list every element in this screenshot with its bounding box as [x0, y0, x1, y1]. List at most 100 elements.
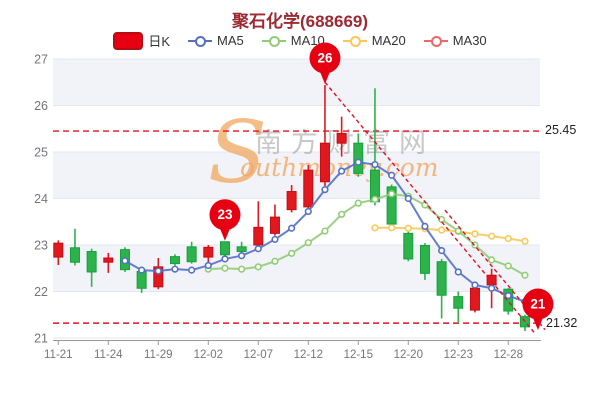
ma10-marker [488, 256, 496, 264]
candle-12-02 [203, 246, 214, 258]
pin-balloon [209, 199, 241, 231]
pin-balloon [522, 288, 554, 320]
candle-12-14 [336, 132, 347, 144]
candle-12-12 [303, 169, 314, 208]
watermark-s: S [208, 103, 267, 203]
candle-11-21 [53, 242, 64, 258]
y-axis-label: 21 [34, 332, 48, 346]
ma10-marker [321, 227, 329, 235]
ma20-marker [438, 226, 446, 234]
x-axis-label: 11-21 [44, 349, 73, 361]
watermark-en: outhmoney.com [240, 153, 438, 182]
legend-item-label: MA5 [217, 33, 244, 48]
pin-balloon [309, 42, 341, 74]
candle-12-23 [453, 296, 464, 309]
candle-12-08 [269, 216, 280, 234]
ma5-marker [254, 245, 262, 253]
trendline-1 [324, 81, 536, 334]
ma10-marker [271, 257, 279, 265]
y-axis-label: 25 [34, 146, 48, 160]
candle-11-29 [153, 266, 164, 288]
ma10-marker [521, 271, 529, 279]
candle-swatch-icon [113, 31, 144, 50]
ma5-marker [354, 158, 362, 166]
candle-12-09 [286, 191, 297, 211]
ma5-marker [471, 281, 479, 289]
pin-label-21: 21 [530, 297, 546, 312]
ma10-marker [338, 210, 346, 218]
ma10-marker [254, 263, 262, 271]
y-axis-label: 23 [34, 239, 48, 253]
ma5-marker [388, 171, 396, 179]
ma20-marker [388, 224, 396, 232]
candle-12-29 [519, 316, 530, 328]
ma20-marker [488, 232, 496, 240]
candle-11-23 [86, 251, 97, 273]
x-axis-label: 12-02 [194, 349, 223, 361]
ma20-marker [371, 224, 379, 232]
ma10-marker [238, 265, 246, 273]
ma5-marker [304, 207, 312, 216]
ma5-marker [121, 257, 129, 265]
ma5-marker [421, 222, 429, 230]
x-axis-label: 12-28 [494, 349, 523, 361]
ma5-marker [288, 224, 296, 232]
line-circle-marker-icon [342, 35, 367, 47]
ma5-marker [171, 265, 179, 273]
plot-band [53, 152, 540, 199]
x-axis-label: 11-24 [94, 349, 123, 361]
ma5-marker [404, 194, 412, 203]
ma10-marker [354, 199, 362, 207]
ma5-marker [204, 261, 212, 270]
ma5-marker [188, 266, 196, 274]
candle-12-19 [386, 186, 397, 225]
candle-11-28 [136, 271, 147, 289]
x-axis-label: 12-15 [344, 349, 373, 361]
candle-11-22 [69, 247, 80, 263]
legend-item-label: 日K [148, 34, 171, 49]
y-axis-label: 24 [34, 192, 48, 206]
ma5-marker [221, 255, 229, 263]
ma10-marker [421, 201, 429, 209]
ma10-marker [388, 190, 396, 198]
candle-12-22 [436, 261, 447, 296]
upper-ref-label: 25.45 [545, 123, 577, 138]
legend-item-日k[interactable]: 日K [113, 31, 170, 50]
legend-item-ma10[interactable]: MA10 [261, 33, 325, 48]
lower-ref-label: 21.32 [546, 316, 578, 331]
legend-item-label: MA10 [290, 33, 325, 48]
ma5-marker [238, 252, 246, 260]
candle-12-28 [503, 288, 514, 312]
x-axis-label: 12-12 [294, 349, 323, 361]
ma20-marker [504, 234, 512, 243]
ma5-marker [438, 246, 446, 255]
line-circle-marker-icon [261, 35, 286, 47]
ma10-marker [304, 239, 312, 247]
ma5-marker [371, 160, 379, 169]
candle-12-20 [403, 232, 414, 260]
pin-label-23: 23 [217, 207, 233, 222]
plot-band [53, 59, 540, 106]
ma5-marker [138, 266, 146, 274]
ma5-marker [321, 186, 329, 194]
ma20-marker [404, 224, 412, 232]
legend-item-ma5[interactable]: MA5 [188, 33, 244, 48]
ma20-marker [521, 237, 529, 245]
page-title: 聚石化学(688669) [231, 12, 369, 31]
legend-item-ma30[interactable]: MA30 [423, 33, 487, 48]
x-axis-label: 12-23 [444, 349, 473, 361]
y-axis-label: 22 [34, 285, 48, 299]
ma10-marker [504, 262, 512, 270]
x-axis-label: 11-29 [144, 349, 173, 361]
ma5-marker [454, 268, 462, 276]
legend-item-ma20[interactable]: MA20 [342, 33, 406, 48]
candle-12-26 [469, 287, 480, 311]
ma5-marker [338, 167, 346, 175]
candle-12-13 [319, 142, 330, 183]
ma20-marker [471, 230, 479, 238]
line-circle-marker-icon [188, 35, 213, 47]
x-axis-label: 12-20 [394, 349, 423, 361]
candle-12-21 [419, 244, 430, 274]
